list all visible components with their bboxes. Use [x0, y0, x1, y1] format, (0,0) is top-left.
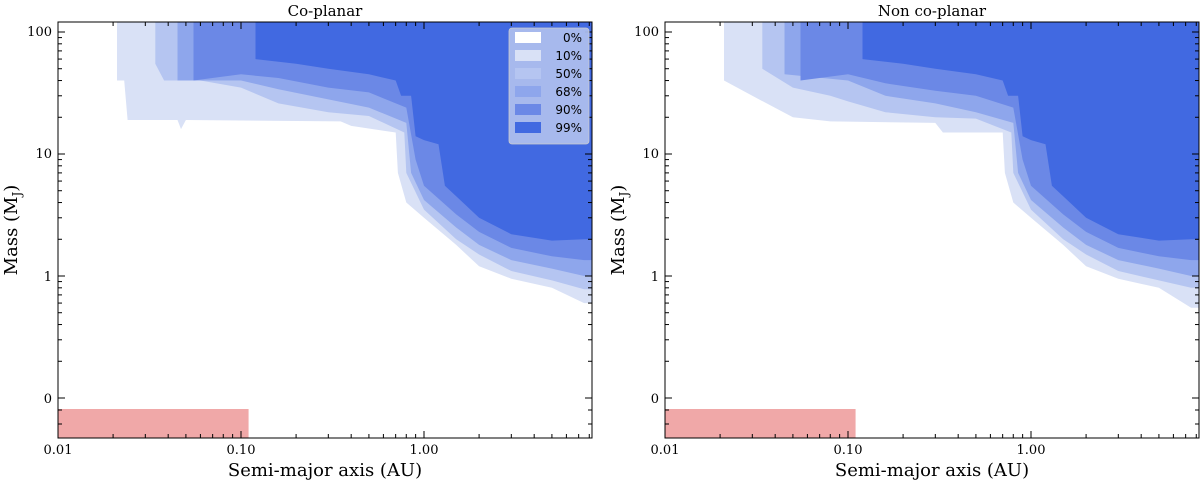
y-tick-label: 0: [44, 392, 52, 407]
panel-title: Non co-planar: [878, 2, 987, 20]
axes-frame: [664, 21, 1200, 439]
x-tick-label: 1.00: [410, 443, 439, 458]
clipped-content: [665, 22, 1199, 438]
legend-swatch: [515, 122, 541, 133]
highlight-region: [665, 409, 856, 438]
y-tick-label: 100: [634, 25, 659, 40]
axes-frame: [57, 21, 593, 439]
legend-label: 68%: [555, 85, 582, 99]
panel-title: Co-planar: [288, 2, 364, 20]
legend-swatch: [515, 32, 541, 43]
x-axis-label: Semi-major axis (AU): [228, 460, 422, 481]
contour-99pct: [255, 22, 592, 241]
highlight-region: [58, 409, 249, 438]
y-tick-label: 1: [44, 270, 52, 285]
tick-marks: [664, 22, 1199, 438]
legend-label: 99%: [555, 121, 582, 135]
x-tick-label: 0.01: [44, 443, 73, 458]
panel-non-co-planar: Non co-planar 100 10 1 0 0.01 0.10 1.00 …: [608, 2, 1200, 481]
y-axis-label: Mass (MJ): [608, 185, 631, 276]
clipped-content: [58, 22, 592, 438]
legend-label: 90%: [555, 103, 582, 117]
legend-label: 50%: [555, 67, 582, 81]
legend-label: 10%: [555, 49, 582, 63]
y-tick-label: 100: [27, 25, 52, 40]
y-tick-label: 10: [642, 147, 659, 162]
legend-swatch: [515, 68, 541, 79]
x-tick-label: 0.10: [834, 443, 863, 458]
x-tick-label: 0.01: [651, 443, 680, 458]
tick-marks: [57, 22, 592, 438]
x-axis-label: Semi-major axis (AU): [835, 460, 1029, 481]
plot-area: [665, 22, 1199, 438]
legend-swatch: [515, 50, 541, 61]
x-tick-label: 1.00: [1017, 443, 1046, 458]
y-tick-label: 0: [651, 392, 659, 407]
plot-area: [58, 22, 592, 438]
y-tick-label: 10: [35, 147, 52, 162]
panel-co-planar: Co-planar 100 10 1 0 0.01 0.10 1.00 Semi…: [1, 2, 593, 481]
legend-swatch: [515, 104, 541, 115]
y-tick-label: 1: [651, 270, 659, 285]
legend-swatch: [515, 86, 541, 97]
x-tick-label: 0.10: [227, 443, 256, 458]
legend: 0% 10% 50% 68% 90% 99%: [508, 27, 590, 145]
legend-label: 0%: [563, 31, 582, 45]
y-axis-label: Mass (MJ): [1, 185, 24, 276]
contour-99pct: [862, 22, 1199, 241]
